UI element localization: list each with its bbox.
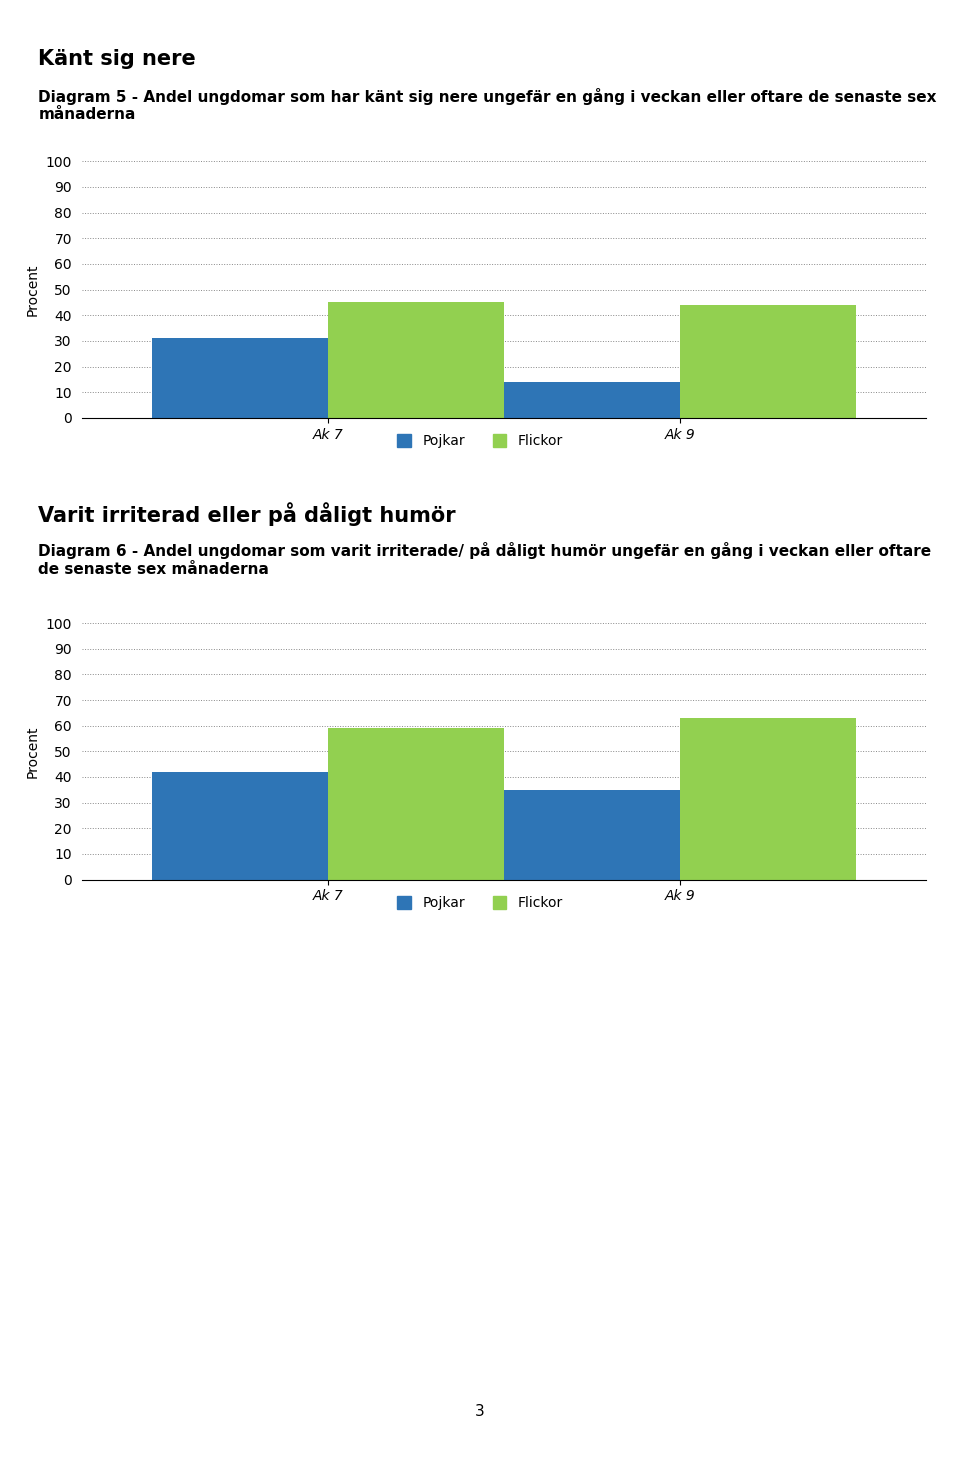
Bar — [152, 771, 328, 880]
Legend: Pojkar, Flickor: Pojkar, Flickor — [397, 896, 563, 910]
Legend: Pojkar, Flickor: Pojkar, Flickor — [397, 434, 563, 449]
Y-axis label: Procent: Procent — [26, 726, 40, 777]
Text: Diagram 6 - Andel ungdomar som varit irriterade/ på dåligt humör ungefär en gång: Diagram 6 - Andel ungdomar som varit irr… — [38, 542, 931, 576]
Bar — [328, 302, 504, 418]
Bar — [504, 790, 680, 880]
Text: Varit irriterad eller på dåligt humör: Varit irriterad eller på dåligt humör — [38, 503, 456, 526]
Bar — [328, 729, 504, 880]
Text: 3: 3 — [475, 1403, 485, 1419]
Text: Diagram 5 - Andel ungdomar som har känt sig nere ungefär en gång i veckan eller : Diagram 5 - Andel ungdomar som har känt … — [38, 88, 937, 122]
Bar — [504, 383, 680, 418]
Bar — [680, 305, 856, 418]
Bar — [152, 339, 328, 418]
Bar — [680, 718, 856, 880]
Y-axis label: Procent: Procent — [26, 264, 40, 315]
Text: Känt sig nere: Känt sig nere — [38, 48, 196, 69]
